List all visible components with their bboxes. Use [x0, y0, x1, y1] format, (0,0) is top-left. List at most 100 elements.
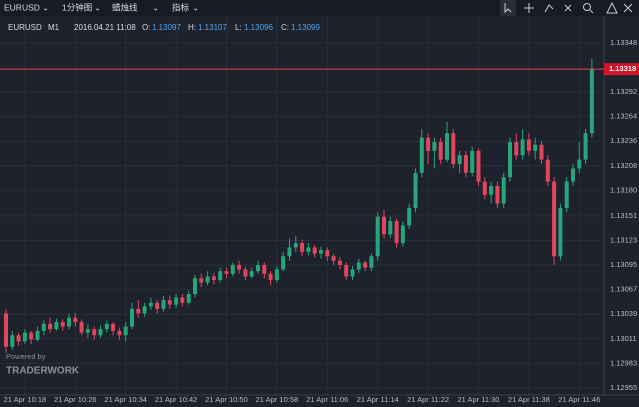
- candle-body: [41, 323, 46, 331]
- candle-body: [337, 260, 342, 266]
- x-tick-label: 21 Apr 10:42: [155, 395, 198, 404]
- candle-body: [60, 322, 65, 327]
- candle-body: [526, 139, 531, 151]
- watermark-top: Powered by: [6, 352, 46, 361]
- candle-body: [363, 262, 368, 268]
- candle-body: [174, 297, 179, 305]
- candle-body: [98, 329, 103, 336]
- candle-body: [571, 168, 575, 182]
- candle-body: [501, 177, 506, 204]
- candle-body: [470, 150, 475, 173]
- candle-body: [161, 300, 166, 309]
- legend-symbol: EURUSD: [8, 23, 42, 32]
- tool-icons[interactable]: [500, 0, 633, 16]
- y-tick-label: 1.13067: [610, 285, 637, 294]
- candle-body: [130, 308, 134, 327]
- candle-body: [312, 247, 317, 254]
- candle-body: [104, 323, 109, 330]
- legend-l: 1.13096: [244, 23, 273, 32]
- x-tick-label: 21 Apr 11:38: [508, 395, 550, 404]
- current-price-box: [604, 63, 639, 76]
- candle-body: [92, 329, 97, 336]
- candle-body: [400, 225, 405, 244]
- legend-h-label: H:: [188, 23, 196, 32]
- x-tick-label: 21 Apr 10:34: [104, 395, 147, 404]
- symbol-button[interactable]: EURUSD: [4, 2, 40, 12]
- candle-body: [375, 216, 380, 257]
- candle-body: [211, 276, 216, 280]
- candle-body: [457, 155, 462, 165]
- x-tick-label: 21 Apr 11:14: [357, 395, 399, 404]
- candle-body: [218, 271, 223, 280]
- candle-body: [268, 273, 273, 280]
- legend-period: M1: [48, 23, 60, 32]
- candle-body: [319, 250, 323, 254]
- candle-body: [54, 322, 59, 330]
- candle-body: [293, 243, 298, 248]
- candle-body: [148, 302, 153, 307]
- candle-body: [394, 221, 399, 244]
- legend-c-label: C:: [281, 23, 289, 32]
- candle-body: [249, 271, 254, 277]
- y-tick-label: 1.13095: [610, 260, 637, 269]
- x-tick-label: 21 Apr 11:06: [306, 395, 348, 404]
- chart-style-button[interactable]: 蜡烛线: [112, 2, 138, 12]
- candle-body: [73, 317, 78, 323]
- candle-body: [16, 335, 21, 342]
- candle-body: [237, 265, 242, 270]
- candle-body: [136, 308, 141, 314]
- legend-time: 2016.04.21 11:08: [74, 23, 136, 32]
- y-tick-label: 1.13236: [610, 136, 637, 145]
- candle-body: [564, 181, 569, 208]
- candle-body: [356, 262, 361, 270]
- candle-body: [508, 142, 512, 178]
- candle-body: [495, 185, 500, 204]
- y-tick-label: 1.13039: [610, 309, 637, 318]
- candle-body: [514, 142, 519, 156]
- candle-body: [186, 294, 191, 303]
- caret: ⌄: [42, 2, 49, 12]
- candle-body: [476, 150, 481, 182]
- x-tick-label: 21 Apr 10:50: [205, 395, 248, 404]
- x-tick-label: 21 Apr 11:46: [558, 395, 600, 404]
- y-tick-label: 1.13348: [610, 38, 637, 47]
- current-price-label: 1.13318: [609, 64, 636, 73]
- candle-body: [67, 317, 71, 327]
- candle-body: [243, 269, 248, 277]
- x-tick-label: 21 Apr 10:58: [256, 395, 299, 404]
- candle-body: [117, 330, 122, 336]
- candle-body: [583, 133, 588, 160]
- candle-body: [4, 313, 8, 347]
- candle-body: [533, 144, 538, 151]
- y-tick-label: 1.13123: [610, 235, 637, 244]
- caret: ⌄: [152, 2, 159, 12]
- candle-body: [520, 139, 525, 156]
- candle-body: [438, 142, 443, 160]
- indicators-button[interactable]: 指标: [172, 2, 190, 12]
- timeframe-button[interactable]: 1分钟图: [62, 2, 92, 12]
- x-tick-label: 21 Apr 11:22: [407, 395, 449, 404]
- candle-body: [539, 144, 544, 160]
- legend-c: 1.13099: [291, 23, 320, 32]
- candle-body: [552, 181, 557, 257]
- candle-body: [111, 323, 116, 331]
- candle-body: [230, 265, 235, 274]
- candle-body: [407, 207, 412, 226]
- candle-body: [382, 216, 386, 235]
- candle-body: [300, 243, 305, 252]
- candle-body: [142, 306, 147, 314]
- legend-h: 1.13107: [198, 23, 227, 32]
- candle-body: [489, 185, 494, 195]
- candle-body: [274, 269, 279, 280]
- candle-body: [193, 278, 197, 295]
- candle-body: [205, 276, 210, 283]
- y-tick-label: 1.13180: [610, 185, 637, 194]
- legend-o-label: O:: [142, 23, 150, 32]
- candle-body: [413, 172, 418, 208]
- candle-body: [432, 142, 437, 151]
- candle-body: [388, 221, 393, 235]
- candle-body: [155, 302, 160, 309]
- candle-body: [287, 247, 292, 257]
- y-tick-label: 1.12983: [610, 358, 637, 367]
